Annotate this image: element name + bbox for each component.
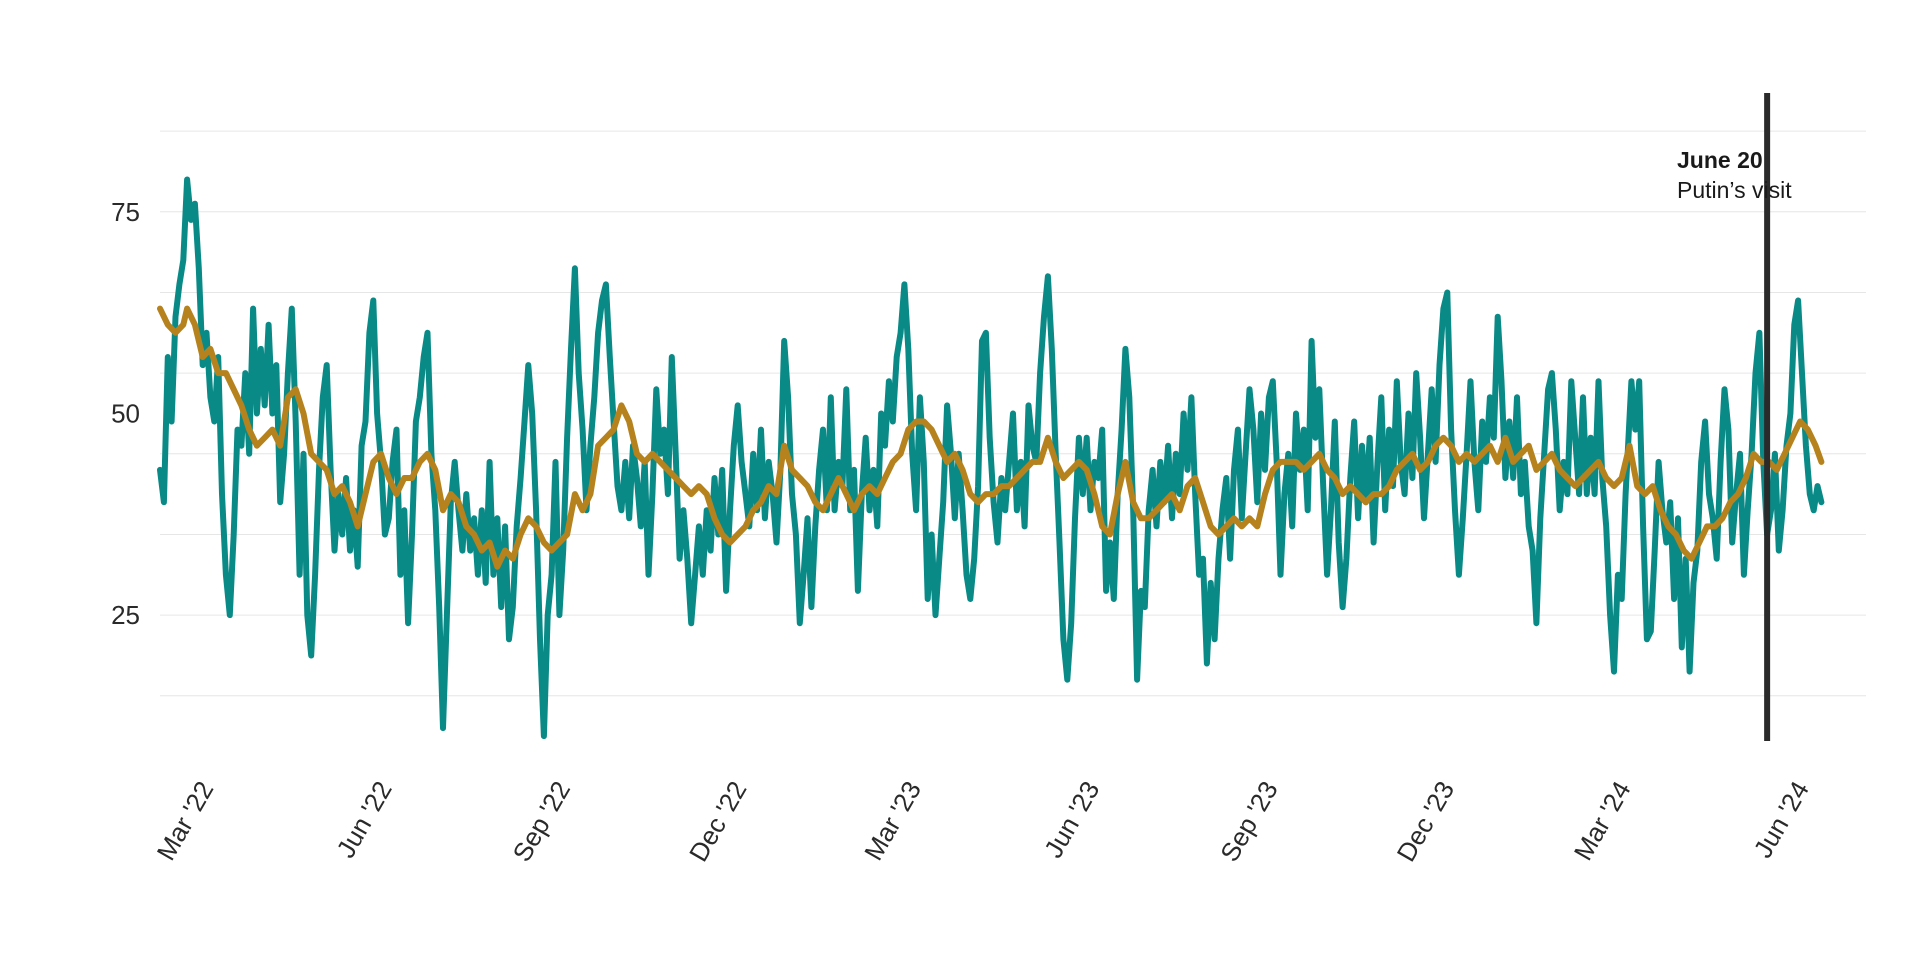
x-tick-label: Jun '24 xyxy=(1747,776,1814,863)
x-tick-label: Dec '23 xyxy=(1391,776,1461,867)
annotation-title: June 20 xyxy=(1677,147,1763,173)
x-tick-label: Mar '22 xyxy=(151,776,220,865)
x-tick-label: Sep '23 xyxy=(1214,776,1284,867)
x-tick-label: Mar '23 xyxy=(858,776,927,865)
x-tick-label: Mar '24 xyxy=(1568,776,1637,865)
x-axis-ticks: Mar '22 Jun '22 Sep '22 Dec '22 Mar '23 Jun '… xyxy=(151,776,1815,867)
x-tick-label: Dec '22 xyxy=(683,776,753,867)
x-tick-label: Jun '23 xyxy=(1038,776,1105,863)
annotation: June 20 Putin’s visit xyxy=(1677,93,1792,741)
y-axis-ticks: 75 50 25 xyxy=(111,197,140,630)
y-tick-label: 75 xyxy=(111,197,140,227)
x-tick-label: Jun '22 xyxy=(330,776,397,863)
y-tick-label: 25 xyxy=(111,600,140,630)
x-tick-label: Sep '22 xyxy=(507,776,577,867)
series-line-1 xyxy=(157,176,1825,740)
annotation-text: Putin’s visit xyxy=(1677,177,1792,203)
series-line-2 xyxy=(157,305,1825,570)
y-tick-label: 50 xyxy=(111,398,140,428)
series-layer xyxy=(157,176,1825,740)
